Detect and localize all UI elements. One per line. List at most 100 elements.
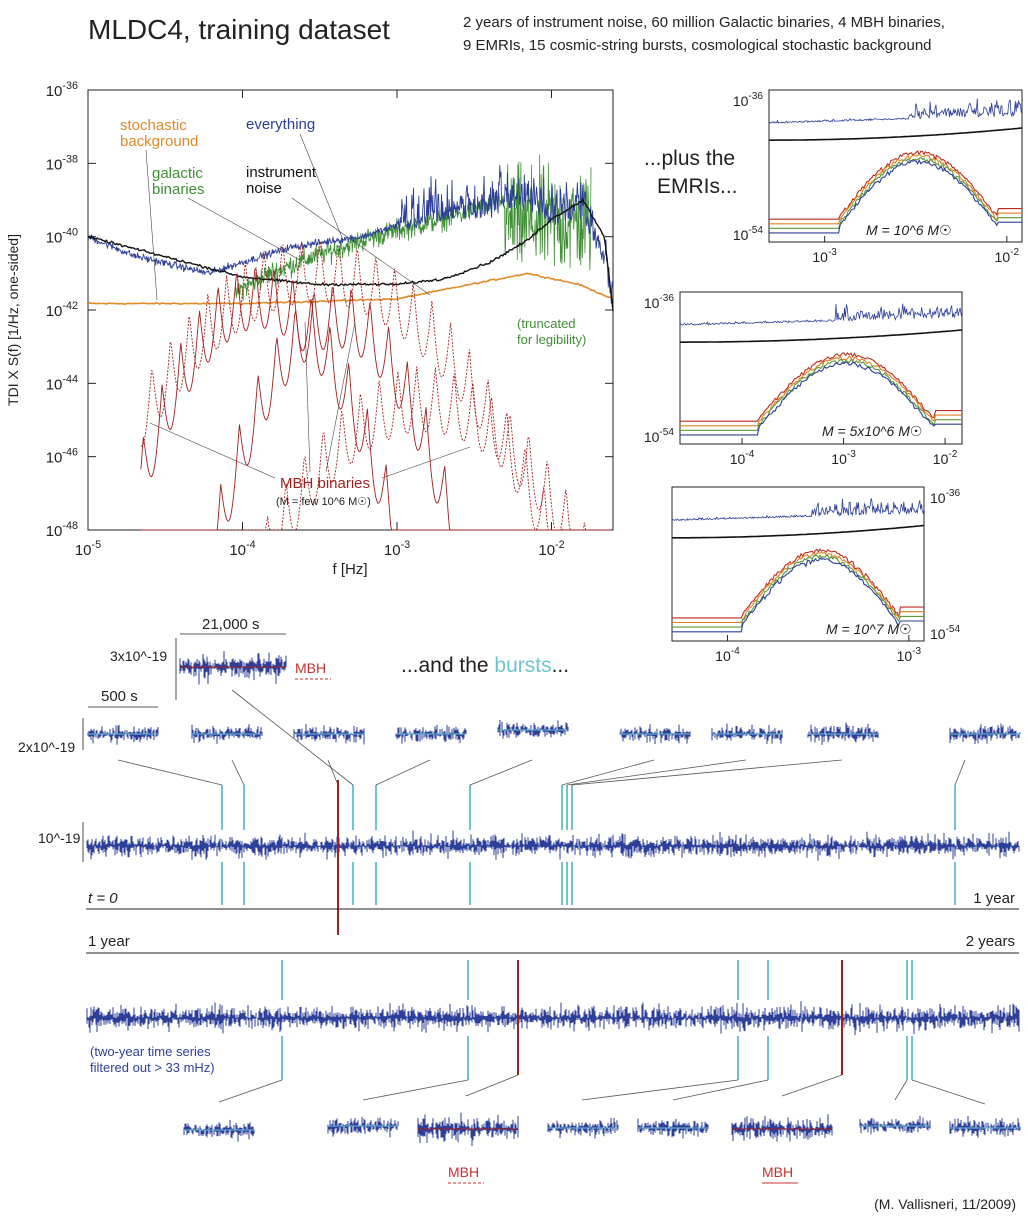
- emri-inset-2-track: [680, 355, 962, 427]
- burst-leader: [781, 1074, 843, 1097]
- emri-inset-2-curves: [679, 303, 963, 436]
- burst-leader: [231, 689, 354, 786]
- mbh-curve-4: [140, 366, 611, 531]
- emri-inset-2-everything: [679, 303, 963, 326]
- main-x-tick-label: 10-5: [75, 539, 101, 559]
- annotation-truncated-1: (truncated: [517, 316, 576, 331]
- emri-inset-3-ticks: 10-4 10-3 10-36 10-54: [715, 488, 960, 664]
- burst-leader: [954, 759, 966, 786]
- emri-inset-2-ticks: 10-4 10-3 10-2 10-36 10-54: [644, 293, 958, 467]
- mbh-inset-bottom-2: [731, 1114, 833, 1142]
- emri-inset-3-instrument: [672, 524, 925, 539]
- emri-inset-1-track: [769, 156, 1022, 229]
- emri-inset-3-track: [672, 548, 924, 619]
- emri-inset-3-track: [672, 557, 924, 633]
- main-y-tick-label: 10-46: [46, 447, 78, 467]
- credit-note: (M. Vallisneri, 11/2009): [874, 1196, 1016, 1212]
- emri-inset-1-frame: [768, 89, 1023, 243]
- emri-inset-1-x-tick-label: 10-3: [812, 247, 837, 265]
- ts-inset-scale-mbh: 3x10^-19: [110, 648, 167, 664]
- burst-leader: [218, 1079, 283, 1103]
- burst-leader: [894, 1079, 908, 1101]
- emri-inset-1-y-tick-bottom: 10-54: [733, 225, 764, 243]
- main-y-tick-label: 10-38: [46, 153, 78, 173]
- bursts-heading: ...and the bursts...: [401, 654, 569, 677]
- row1-start: t = 0: [88, 890, 118, 907]
- annotation-galactic-2: binaries: [152, 181, 205, 198]
- mbh-label-top: MBH: [295, 660, 326, 676]
- burst-spikes: [221, 780, 956, 1080]
- filter-note-1: (two-year time series: [90, 1044, 211, 1059]
- burst-inset-bottom: [859, 1115, 931, 1135]
- emri-inset-3-frame: [671, 486, 925, 642]
- row2-end: 2 years: [966, 933, 1015, 950]
- emri-inset-3-track: [672, 554, 924, 628]
- time-series-panel: 10^-19 2x10^-19 3x10^-19 500 s 21,000 s …: [18, 616, 1021, 1184]
- emri-inset-1-track: [769, 158, 1022, 234]
- emri-inset-1-track: [769, 153, 1022, 225]
- burst-insets: [87, 651, 1021, 1147]
- ts-scale-bars: [82, 633, 286, 862]
- emri-inset-1e7: 10-4 10-3 10-36 10-54 M = 10^7 M☉: [671, 486, 961, 664]
- emri-inset-2-y-tick-top: 10-36: [644, 293, 675, 311]
- filter-note-2: filtered out > 33 mHz): [90, 1060, 215, 1075]
- emri-inset-1-curves: [768, 98, 1023, 234]
- burst-leader: [375, 759, 431, 786]
- emri-inset-3-everything: [671, 498, 925, 522]
- emri-inset-3-curves: [671, 498, 925, 633]
- main-y-tick-label: 10-44: [46, 373, 78, 393]
- ts-scale-500s: 500 s: [101, 688, 138, 705]
- emri-inset-1-x-tick-label: 10-2: [995, 247, 1020, 265]
- annotation-instrument-2: noise: [246, 180, 282, 197]
- burst-inset-bottom: [183, 1119, 255, 1142]
- burst-leader: [672, 1079, 769, 1101]
- emri-inset-5e6: 10-4 10-3 10-2 10-36 10-54 M = 5x10^6 M☉: [644, 291, 963, 467]
- annotation-stochastic-2: background: [120, 133, 198, 150]
- emri-inset-1e6: 10-3 10-2 10-36 10-54 M = 10^6 M☉: [733, 89, 1023, 265]
- main-axis-ticks: 10-5 10-4 10-3 10-2 10-36 10-38 10-40 10-42 10-4…: [46, 80, 613, 559]
- emri-inset-2-x-tick-label: 10-3: [831, 449, 856, 467]
- emri-inset-1-everything: [768, 98, 1023, 124]
- plus-emris-line-2: EMRIs...: [657, 175, 738, 198]
- emri-inset-3-track: [672, 551, 924, 624]
- page-title: MLDC4, training dataset: [88, 14, 390, 45]
- ts-y-tick: 10^-19: [38, 830, 81, 846]
- annotation-leaders: [145, 133, 471, 479]
- emri-inset-1-mass: M = 10^6 M☉: [866, 222, 952, 238]
- emri-inset-2-track: [680, 361, 962, 436]
- ts-inset-scale-500: 2x10^-19: [18, 739, 75, 755]
- emri-inset-2-track: [680, 358, 962, 431]
- emri-inset-1-ticks: 10-3 10-2 10-36 10-54: [733, 91, 1020, 265]
- mbh-label-bottom-1: MBH: [448, 1164, 479, 1180]
- subtitle-line-2: 9 EMRIs, 15 cosmic-string bursts, cosmol…: [463, 37, 932, 54]
- emri-inset-2-track: [680, 352, 962, 422]
- annotation-galactic-1: galactic: [152, 165, 203, 182]
- plus-emris-line-1: ...plus the: [644, 147, 735, 170]
- emri-inset-3-x-tick-label: 10-4: [715, 646, 740, 664]
- emri-inset-2-instrument: [680, 329, 963, 343]
- everything-curve: [87, 165, 614, 304]
- emri-inset-3-mass: M = 10^7 M☉: [826, 621, 912, 637]
- subtitle-line-1: 2 years of instrument noise, 60 million …: [463, 14, 945, 31]
- burst-leader: [465, 1074, 519, 1097]
- emri-inset-1-instrument: [769, 127, 1023, 141]
- main-x-tick-label: 10-4: [229, 539, 255, 559]
- burst-leader: [231, 759, 245, 786]
- burst-leader: [581, 1079, 739, 1101]
- burst-leader: [117, 759, 223, 786]
- emri-inset-2-frame: [679, 291, 963, 445]
- annotation-everything: everything: [246, 116, 315, 133]
- burst-inset-bottom: [327, 1116, 399, 1138]
- main-y-tick-label: 10-42: [46, 300, 78, 320]
- emri-inset-3-x-tick-label: 10-3: [897, 646, 922, 664]
- main-spectrum-chart: 10-5 10-4 10-3 10-2 10-36 10-38 10-40 10-42 10-4…: [5, 80, 614, 578]
- ts-scale-21000s: 21,000 s: [202, 616, 260, 633]
- time-series-strips: [86, 830, 1020, 1036]
- row2-start: 1 year: [88, 933, 130, 950]
- mbh-curve-3: [140, 241, 611, 531]
- main-x-tick-label: 10-2: [538, 539, 564, 559]
- annotation-truncated-2: for legibility): [517, 332, 586, 347]
- burst-inset-top: [497, 720, 569, 739]
- emri-inset-2-mass: M = 5x10^6 M☉: [822, 423, 922, 439]
